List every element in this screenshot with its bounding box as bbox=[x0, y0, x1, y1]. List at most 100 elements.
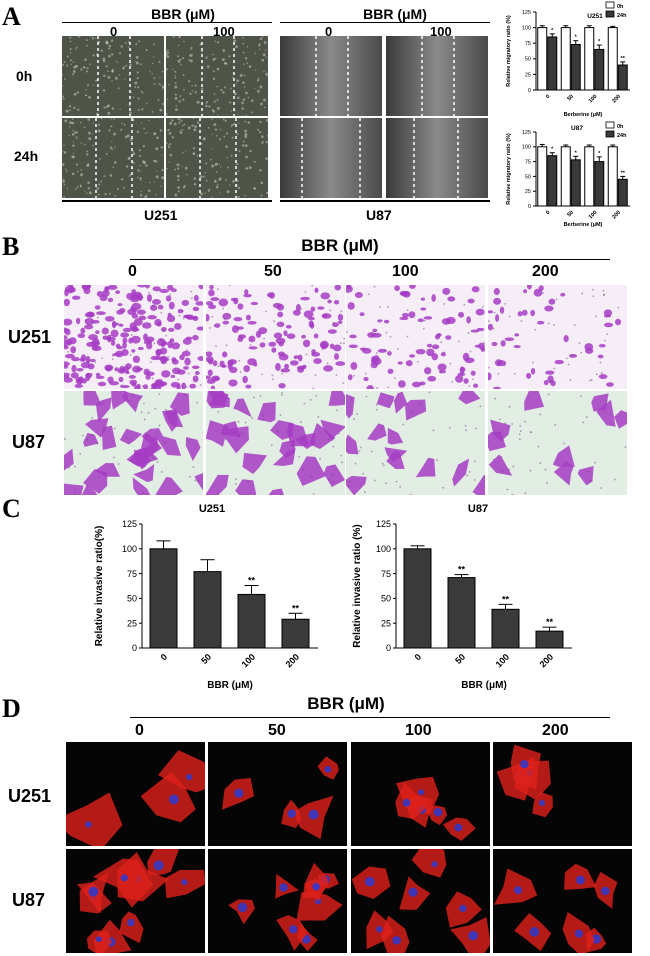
a-row-0h: 0h bbox=[16, 68, 33, 84]
chart-title: U251 bbox=[199, 503, 225, 515]
phalloidin-image-r1-c2 bbox=[351, 849, 490, 953]
invasion-chart-u251: U251 0 25 50 75 100 125 0 50 ** 100 ** 200 BBR (μM) Re… bbox=[94, 503, 318, 691]
a-dose-u251-0: 0 bbox=[110, 24, 118, 39]
significance-mark: * bbox=[551, 147, 554, 153]
b-dose-0: 0 bbox=[128, 263, 137, 280]
x-axis-label: Berberine (μM) bbox=[564, 222, 603, 228]
transwell-image-r1-c3 bbox=[488, 391, 627, 495]
significance-mark: ** bbox=[248, 576, 256, 586]
significance-mark: ** bbox=[621, 56, 626, 62]
y-tick-label: 0 bbox=[528, 88, 531, 94]
x-tick-label: 100 bbox=[588, 210, 599, 221]
a-header-u87: BBR (μM) bbox=[363, 6, 427, 22]
panel-label-b: B bbox=[2, 232, 20, 261]
bar bbox=[547, 155, 558, 207]
bar bbox=[447, 577, 476, 649]
y-tick-label: 0 bbox=[132, 643, 137, 653]
wound-image-r0-c2 bbox=[280, 36, 382, 116]
d-dose-100: 100 bbox=[405, 722, 432, 739]
y-tick-label: 25 bbox=[525, 72, 531, 78]
y-tick-label: 100 bbox=[376, 544, 391, 554]
y-tick-label: 25 bbox=[127, 618, 137, 628]
y-tick-label: 25 bbox=[381, 618, 391, 628]
a-row-24h: 24h bbox=[14, 148, 39, 164]
chart-title: U87 bbox=[571, 125, 583, 132]
y-tick-label: 25 bbox=[525, 189, 531, 195]
y-tick-label: 125 bbox=[522, 130, 531, 136]
y-axis-label: Relative invasive ratio (%) bbox=[352, 524, 363, 647]
y-tick-label: 50 bbox=[525, 57, 531, 63]
bar bbox=[584, 27, 595, 91]
transwell-image-r0-c2 bbox=[346, 285, 485, 389]
significance-mark: * bbox=[598, 39, 601, 45]
a-cellline-u87: U87 bbox=[366, 207, 392, 223]
x-tick-label: 100 bbox=[588, 94, 599, 105]
wound-image-r0-c1 bbox=[166, 36, 268, 116]
wound-image-r1-c3 bbox=[386, 118, 488, 198]
bar bbox=[537, 146, 548, 207]
legend-swatch bbox=[605, 1, 615, 9]
d-dose-0: 0 bbox=[135, 722, 144, 739]
d-header: BBR (μM) bbox=[307, 694, 385, 713]
phalloidin-image-r0-c0 bbox=[66, 742, 205, 846]
bar bbox=[560, 27, 571, 91]
wound-image-r0-c3 bbox=[386, 36, 488, 116]
x-tick-label: 200 bbox=[611, 210, 622, 221]
legend-swatch bbox=[605, 10, 615, 18]
bar bbox=[149, 548, 178, 649]
transwell-image-r0-c1 bbox=[206, 285, 345, 389]
significance-mark: ** bbox=[546, 617, 554, 627]
legend-swatch bbox=[605, 121, 615, 129]
y-tick-label: 100 bbox=[122, 544, 137, 554]
phalloidin-image-r0-c1 bbox=[208, 742, 347, 846]
a-dose-u87-100: 100 bbox=[430, 24, 452, 39]
x-tick-label: 100 bbox=[240, 652, 258, 670]
b-dose-100: 100 bbox=[392, 263, 419, 280]
x-tick-label: 50 bbox=[566, 210, 575, 219]
migration-chart-u87: U87 0 25 50 75 100 125 * 0 * 50 * 100 ** 200 Berberine … bbox=[506, 121, 630, 228]
transwell-image-r0-c0 bbox=[64, 285, 203, 389]
legend-label: 0h bbox=[617, 124, 624, 130]
b-row-u87: U87 bbox=[12, 432, 46, 452]
bar bbox=[570, 159, 581, 207]
y-tick-label: 0 bbox=[386, 643, 391, 653]
wound-image-r1-c1 bbox=[166, 118, 268, 198]
y-tick-label: 50 bbox=[525, 174, 531, 180]
bar bbox=[537, 27, 548, 91]
a-baseline-u251 bbox=[62, 200, 272, 202]
a-baseline-u87 bbox=[280, 200, 490, 202]
x-tick-label: 0 bbox=[413, 652, 424, 663]
bar bbox=[281, 618, 310, 649]
b-row-u251: U251 bbox=[8, 327, 52, 347]
a-header-u251: BBR (μM) bbox=[151, 6, 215, 22]
invasion-chart-u87: U87 0 25 50 75 100 125 0 ** 50 ** 100 ** 200 BBR (μM) R… bbox=[352, 503, 572, 691]
y-tick-label: 125 bbox=[376, 519, 391, 529]
y-axis-label: Relative migratory ratio (%) bbox=[506, 133, 512, 205]
y-tick-label: 75 bbox=[127, 569, 137, 579]
b-dose-200: 200 bbox=[532, 263, 559, 280]
panel-label-c: C bbox=[2, 494, 21, 523]
bar bbox=[594, 48, 605, 91]
bar bbox=[617, 178, 628, 207]
chart-title: U87 bbox=[468, 503, 488, 515]
a-rule-u251 bbox=[62, 22, 272, 23]
wound-image-r1-c0 bbox=[62, 118, 164, 198]
x-tick-label: 200 bbox=[284, 652, 302, 670]
x-axis-label: Berberine (μM) bbox=[564, 112, 603, 118]
significance-mark: * bbox=[551, 28, 554, 34]
bar bbox=[617, 64, 628, 91]
bar bbox=[607, 146, 618, 207]
bar bbox=[193, 571, 222, 649]
y-tick-label: 75 bbox=[381, 569, 391, 579]
phalloidin-image-r1-c1 bbox=[208, 849, 347, 953]
x-tick-label: 50 bbox=[199, 652, 213, 666]
d-rule bbox=[130, 717, 610, 718]
d-row-u87: U87 bbox=[12, 890, 46, 910]
a-dose-u251-100: 100 bbox=[213, 24, 235, 39]
significance-mark: ** bbox=[621, 170, 626, 176]
significance-mark: ** bbox=[292, 603, 300, 613]
phalloidin-image-r0-c2 bbox=[351, 742, 490, 846]
y-tick-label: 100 bbox=[522, 145, 531, 151]
d-dose-50: 50 bbox=[268, 722, 286, 739]
bar bbox=[584, 146, 595, 207]
